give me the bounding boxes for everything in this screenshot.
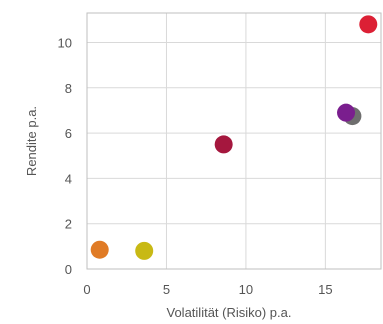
y-axis-label: Rendite p.a. (24, 106, 39, 176)
y-tick-label: 4 (65, 171, 72, 186)
data-point-6 (359, 15, 378, 34)
y-tick-label: 0 (65, 262, 72, 277)
x-tick-label: 10 (239, 282, 253, 297)
x-tick-label: 0 (83, 282, 90, 297)
x-tick-label: 15 (318, 282, 332, 297)
grid-lines (86, 13, 381, 270)
y-tick-label: 8 (65, 81, 72, 96)
data-points (90, 15, 378, 260)
plot-area (86, 12, 382, 270)
y-tick-label: 6 (65, 126, 72, 141)
y-tick-label: 10 (58, 35, 72, 50)
y-tick-label: 2 (65, 217, 72, 232)
data-point-2 (135, 241, 154, 260)
x-axis-ticks: 0 5 10 15 (83, 282, 332, 297)
data-point-5 (337, 103, 356, 122)
x-axis-label: Volatilität (Risiko) p.a. (167, 305, 292, 320)
y-axis-ticks: 0 2 4 6 8 10 (58, 35, 72, 277)
data-point-1 (90, 240, 109, 259)
data-point-3 (214, 135, 233, 154)
x-tick-label: 5 (163, 282, 170, 297)
